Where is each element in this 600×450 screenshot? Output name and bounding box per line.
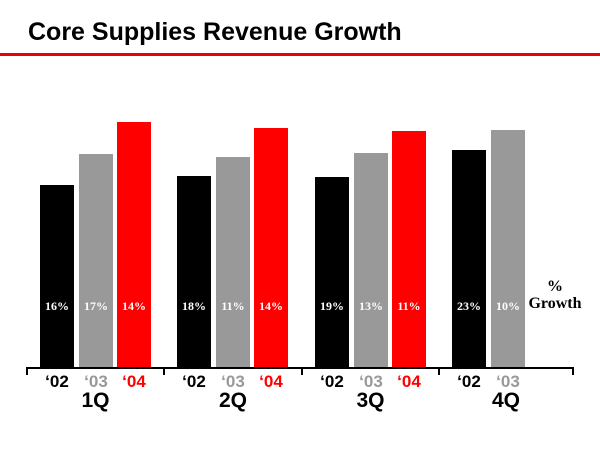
growth-label: 16%	[45, 299, 69, 313]
growth-label: 14%	[259, 299, 283, 313]
growth-label: 11%	[221, 299, 245, 313]
growth-label: 10%	[496, 299, 520, 313]
quarter-label-4Q: 4Q	[491, 389, 520, 412]
year-label: ‘03	[496, 372, 520, 391]
bar-04-1Q: 14%	[117, 122, 151, 367]
year-label: ‘02	[457, 372, 481, 391]
x-axis-tick	[163, 367, 165, 375]
quarter-label-1Q: 1Q	[81, 389, 110, 412]
year-label: ‘03	[359, 372, 383, 391]
growth-label: 18%	[182, 299, 206, 313]
title-rule	[0, 53, 600, 56]
year-label: ‘02	[320, 372, 344, 391]
x-axis-tick	[301, 367, 303, 375]
year-label: ‘03	[221, 372, 245, 391]
year-label: ‘02	[182, 372, 206, 391]
quarter-label-3Q: 3Q	[356, 389, 385, 412]
year-label: ‘04	[259, 372, 283, 391]
year-label: ‘03	[84, 372, 108, 391]
growth-label: 17%	[84, 299, 108, 313]
growth-label: 13%	[359, 299, 383, 313]
year-label: ‘02	[45, 372, 69, 391]
x-axis-tick	[438, 367, 440, 375]
page-title: Core Supplies Revenue Growth	[28, 18, 402, 46]
growth-axis-label-percent: %	[547, 278, 563, 295]
growth-axis-label-text: Growth	[528, 295, 582, 312]
growth-label: 14%	[122, 299, 146, 313]
bar-02-3Q: 19%	[315, 177, 349, 367]
x-axis-line	[27, 367, 574, 369]
bar-02-4Q: 23%	[452, 150, 486, 367]
year-label: ‘04	[122, 372, 146, 391]
bar-04-2Q: 14%	[254, 128, 288, 367]
x-axis-tick	[26, 367, 28, 375]
year-label: ‘04	[397, 372, 421, 391]
bar-04-3Q: 11%	[392, 131, 426, 367]
bar-03-4Q: 10%	[491, 130, 525, 367]
growth-axis-label: % Growth	[516, 278, 594, 312]
bar-03-2Q: 11%	[216, 157, 250, 367]
bar-03-3Q: 13%	[354, 153, 388, 367]
growth-label: 11%	[397, 299, 421, 313]
growth-label: 23%	[457, 299, 481, 313]
bar-02-2Q: 18%	[177, 176, 211, 367]
x-axis-tick	[572, 367, 574, 375]
bar-02-1Q: 16%	[40, 185, 74, 367]
growth-label: 19%	[320, 299, 344, 313]
bar-03-1Q: 17%	[79, 154, 113, 367]
quarter-label-2Q: 2Q	[218, 389, 247, 412]
